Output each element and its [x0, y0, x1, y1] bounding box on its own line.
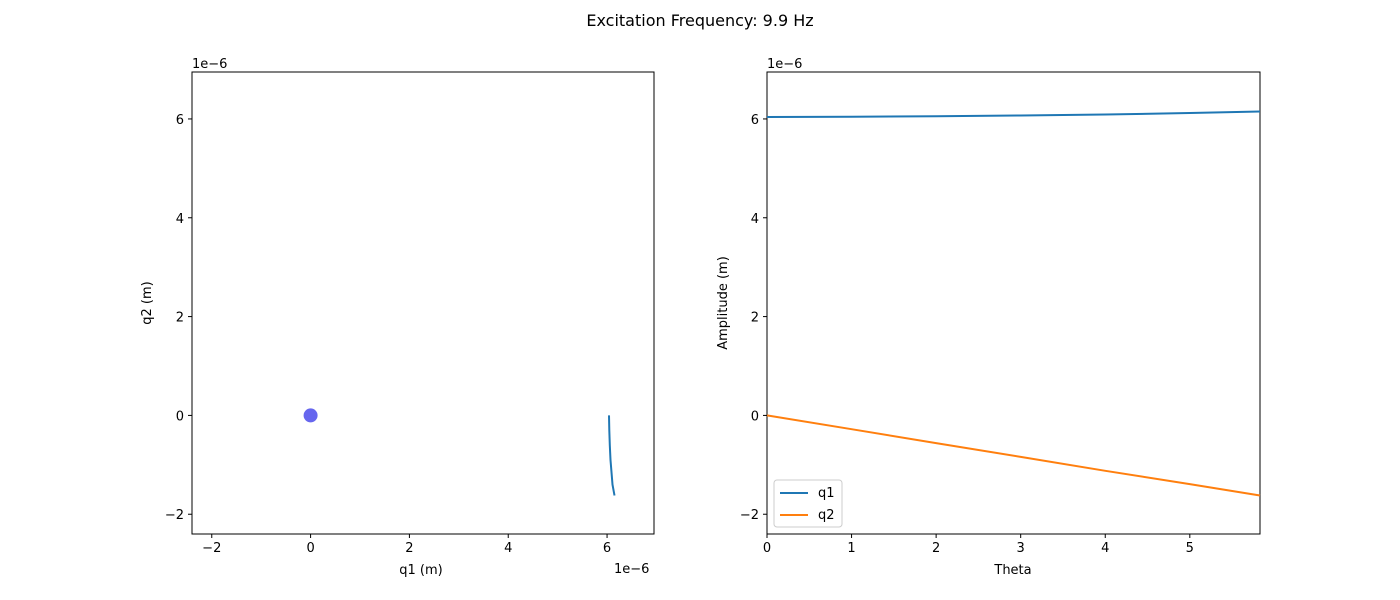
legend-q1-label: q1 [818, 486, 835, 501]
amplitude-plot-x-tick-label: 2 [932, 541, 940, 556]
amplitude-plot-x-tick-label: 1 [847, 541, 855, 556]
amplitude-plot-series [766, 110, 1261, 497]
amplitude-plot-y-tick-label: −2 [740, 508, 759, 523]
amplitude-plot-x-tick-label: 0 [763, 541, 771, 556]
phase-plot-frame [191, 71, 655, 535]
phase-plot-x-tick-label: 2 [405, 541, 413, 556]
phase-plot-origin-marker [303, 408, 318, 423]
amplitude-plot-x-tick-label: 5 [1186, 541, 1194, 556]
amplitude-plot-y-tick-label: 4 [751, 212, 759, 227]
amplitude-plot-x-ticks: 0 1 2 3 4 5 [763, 534, 1194, 556]
amplitude-plot-series-q1 [766, 110, 1261, 118]
amplitude-plot-series-q2 [766, 414, 1261, 497]
phase-plot-y-offset: 1e−6 [192, 57, 227, 72]
phase-plot-x-tick-label: 0 [306, 541, 314, 556]
phase-plot-x-label: q1 (m) [399, 563, 442, 578]
amplitude-plot-x-tick-label: 3 [1017, 541, 1025, 556]
amplitude-plot-y-tick-label: 6 [751, 113, 759, 128]
figure-title: Excitation Frequency: 9.9 Hz [586, 11, 813, 30]
amplitude-plot-x-label: Theta [993, 563, 1031, 578]
phase-plot-x-tick-label: 6 [603, 541, 611, 556]
amplitude-plot-y-ticks: −2 0 2 4 6 [740, 113, 767, 523]
amplitude-plot: 0 1 2 3 4 5 −2 0 2 4 6 1e−6 Theta Amplitude (m) q… [716, 57, 1261, 578]
phase-plot-y-tick-label: 6 [176, 113, 184, 128]
legend-q2-label: q2 [818, 508, 835, 523]
phase-plot-x-ticks: −2 0 2 4 6 [202, 534, 611, 556]
phase-plot: −2 0 2 4 6 −2 0 2 4 6 1e−6 1e−6 q1 (m) q2 (m) [140, 57, 655, 578]
amplitude-plot-frame [766, 71, 1261, 535]
phase-plot-x-offset: 1e−6 [614, 562, 649, 577]
amplitude-plot-y-tick-label: 0 [751, 409, 759, 424]
amplitude-plot-y-label: Amplitude (m) [716, 256, 731, 350]
phase-plot-y-ticks: −2 0 2 4 6 [165, 113, 192, 523]
amplitude-plot-legend: q1 q2 [773, 479, 843, 528]
phase-plot-y-tick-label: 2 [176, 311, 184, 326]
phase-plot-x-tick-label: 4 [504, 541, 512, 556]
phase-plot-series [303, 408, 616, 496]
phase-plot-y-tick-label: 4 [176, 212, 184, 227]
phase-plot-series-line-0 [608, 415, 616, 496]
amplitude-plot-y-offset: 1e−6 [767, 57, 802, 72]
amplitude-plot-x-tick-label: 4 [1101, 541, 1109, 556]
phase-plot-x-tick-label: −2 [202, 541, 221, 556]
phase-plot-y-tick-label: 0 [176, 409, 184, 424]
phase-plot-y-tick-label: −2 [165, 508, 184, 523]
phase-plot-y-label: q2 (m) [140, 281, 155, 324]
amplitude-plot-y-tick-label: 2 [751, 311, 759, 326]
